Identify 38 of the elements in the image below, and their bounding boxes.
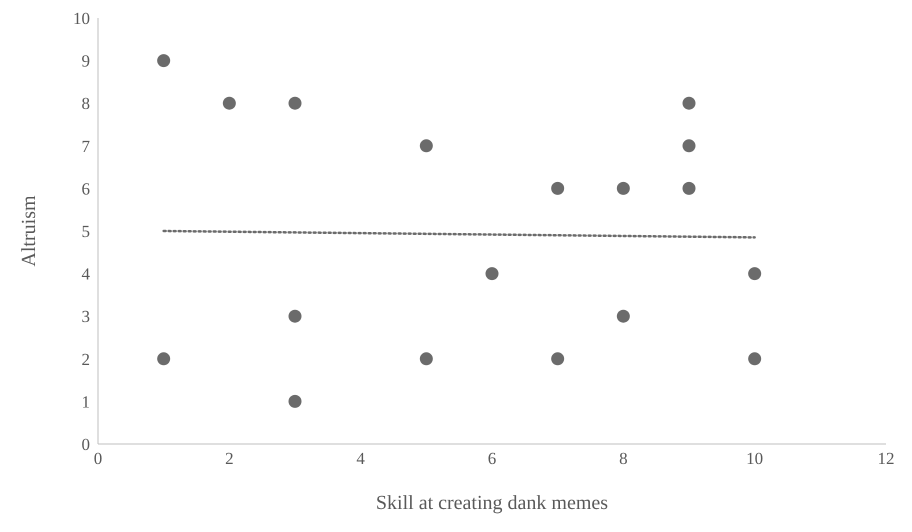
y-axis-title: Altruism [18,195,40,267]
point [682,96,696,110]
point [551,182,564,195]
x-tick-label: 4 [356,449,366,468]
y-tick-label: 8 [82,94,90,114]
x-tick-label: 8 [619,449,628,468]
x-axis-title: Skill at creating dank memes [376,492,608,514]
y-tick-label: 4 [82,264,90,284]
y-tick-label: 5 [82,222,90,242]
point [748,267,762,280]
y-tick-label: 6 [82,179,90,198]
point [616,310,630,323]
y-tick-label: 9 [82,52,90,71]
y-tick-label: 3 [82,307,90,326]
y-tick-label: 0 [82,435,90,454]
point [222,96,236,110]
point [420,352,433,366]
point [157,352,170,366]
point [551,352,564,366]
x-tick-label: 0 [94,449,102,468]
point [682,182,696,195]
y-tick-label: 7 [82,136,90,156]
point [682,139,696,152]
point [748,352,762,366]
x-tick-label: 12 [878,449,894,468]
y-tick-label: 1 [82,392,90,412]
x-tick-label: 10 [746,449,764,468]
point [288,310,302,323]
point [157,54,170,68]
y-tick-label: 10 [73,9,90,28]
point [420,139,433,152]
point [288,96,302,110]
x-tick-label: 2 [225,449,234,468]
x-tick-label: 6 [488,449,496,468]
point [616,182,630,195]
point [486,267,498,280]
point [288,394,302,408]
y-tick-label: 2 [82,350,90,369]
